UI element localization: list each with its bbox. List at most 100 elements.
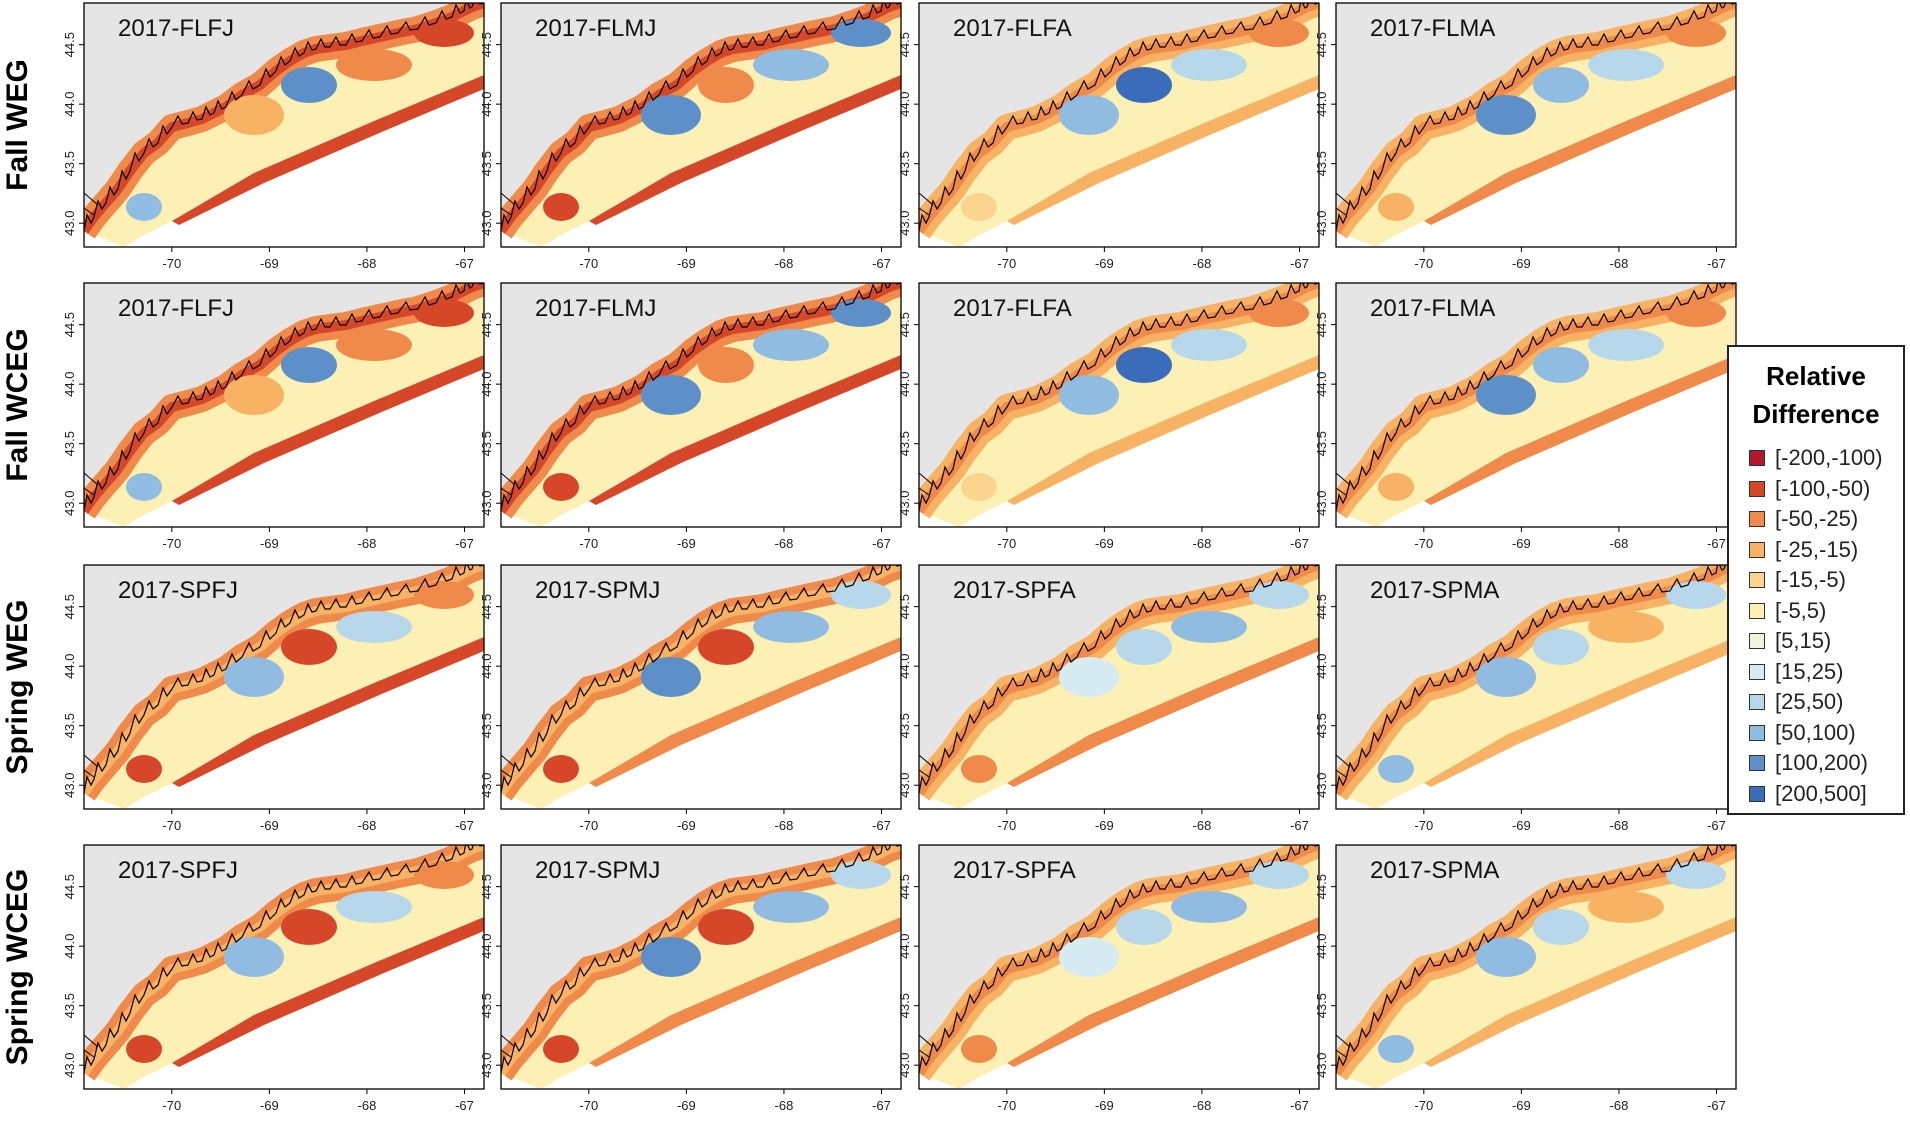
patch-southwest: [1378, 193, 1414, 221]
patch-southwest: [1378, 1035, 1414, 1063]
x-tick-label: -70: [162, 256, 181, 271]
coastline: [1336, 565, 1736, 794]
offshore-edge-band: [1424, 355, 1736, 505]
x-tick-label: -69: [1095, 1098, 1114, 1113]
legend-label: [-100,-50): [1775, 475, 1871, 501]
y-tick-label: 43.5: [1314, 431, 1329, 456]
offshore-edge-band: [1007, 355, 1319, 505]
land-area: [501, 283, 901, 511]
y-tick-label: 44.5: [62, 874, 77, 899]
y-tick-label: 43.5: [479, 993, 494, 1018]
patch-central-bay: [1116, 629, 1172, 665]
land-area: [501, 3, 901, 231]
panel-frame: [500, 2, 902, 248]
patch-southwest: [543, 1035, 579, 1063]
plot-area: [84, 845, 484, 1089]
panel-title: 2017-SPFA: [953, 577, 1076, 604]
panel-frame: [83, 2, 485, 248]
row-label: Fall WCEG: [1, 328, 34, 481]
patch-west-bay: [1476, 937, 1536, 977]
y-tick-label: 44.5: [62, 594, 77, 619]
x-tick-label: -67: [872, 536, 891, 551]
legend-swatch: [1749, 541, 1765, 558]
patch-northeast: [414, 861, 474, 889]
patch-northeast: [1249, 19, 1309, 47]
x-tick-label: -70: [997, 536, 1016, 551]
offshore-edge-band: [1007, 637, 1319, 787]
x-tick-label: -67: [455, 818, 474, 833]
offshore-edge-band: [589, 917, 901, 1067]
legend-title: Relative Difference: [1729, 357, 1903, 433]
x-tick-label: -67: [455, 536, 474, 551]
legend-swatch: [1749, 663, 1765, 680]
patch-west-bay: [224, 657, 284, 697]
coastline-detail: [84, 754, 99, 778]
map-panel: 2017-SPMA -70 -69 -68 -67 43.0 43.5 44.0 44.5: [1314, 844, 1737, 1113]
legend-title-line-2: Difference: [1752, 399, 1880, 429]
coastline: [1336, 3, 1736, 232]
x-tick-label: -67: [1290, 536, 1309, 551]
panel-title: 2017-SPFJ: [118, 857, 238, 884]
patch-northeast: [1666, 861, 1726, 889]
patch-central-bay: [1116, 909, 1172, 945]
patch-east-bay: [753, 891, 829, 923]
legend-item: [200,500]: [1749, 779, 1903, 810]
legend-item: [-5,5): [1749, 596, 1903, 627]
legend-label: [-25,-15): [1775, 536, 1859, 562]
panel-frame: [1335, 2, 1737, 248]
coastline-detail: [84, 192, 99, 216]
y-tick-label: 44.0: [479, 934, 494, 959]
x-tick-label: -70: [1414, 1098, 1433, 1113]
x-tick-label: -67: [1707, 818, 1726, 833]
legend-swatch: [1749, 724, 1765, 741]
land-area: [919, 3, 1319, 231]
patch-west-bay: [641, 657, 701, 697]
patch-east-bay: [1588, 49, 1664, 81]
patch-west-bay: [1476, 375, 1536, 415]
patch-east-bay: [1588, 329, 1664, 361]
coastline-detail: [1336, 472, 1351, 496]
row-labels: Fall WEG Fall WCEG Spring WEG Spring WCEG: [1, 59, 34, 1065]
y-tick-label: 43.0: [1314, 211, 1329, 236]
y-tick-label: 43.5: [1314, 713, 1329, 738]
panel-frame: [918, 844, 1320, 1090]
legend-swatch: [1749, 572, 1765, 589]
land-area: [501, 845, 901, 1073]
y-tick-label: 43.0: [479, 773, 494, 798]
y-tick-label: 44.0: [897, 92, 912, 117]
plot-area: [919, 3, 1319, 247]
x-tick-label: -68: [1610, 818, 1629, 833]
legend-swatch: [1749, 511, 1765, 528]
offshore-edge-band: [172, 637, 484, 787]
patch-northeast: [831, 19, 891, 47]
y-tick-label: 44.0: [1314, 372, 1329, 397]
y-tick-label: 43.0: [62, 773, 77, 798]
y-tick-label: 43.5: [479, 151, 494, 176]
patch-northeast: [414, 299, 474, 327]
y-tick-label: 44.5: [479, 32, 494, 57]
x-tick-label: -69: [1512, 536, 1531, 551]
x-tick-label: -67: [455, 1098, 474, 1113]
map-panel: 2017-SPMJ -70 -69 -68 -67 43.0 43.5 44.0 44.5: [479, 564, 902, 833]
y-tick-label: 44.0: [1314, 934, 1329, 959]
coastline-detail: [501, 192, 516, 216]
panel-frame: [500, 844, 902, 1090]
x-tick-label: -69: [677, 256, 696, 271]
legend: Relative Difference [-200,-100) [-100,-50…: [1727, 345, 1905, 815]
row-label: Spring WCEG: [1, 869, 34, 1066]
map-panel: 2017-SPFA -70 -69 -68 -67 43.0 43.5 44.0 44.5: [897, 844, 1320, 1113]
coastline: [84, 565, 484, 794]
offshore-edge-band: [172, 355, 484, 505]
x-tick-label: -68: [1610, 536, 1629, 551]
x-tick-label: -67: [1707, 536, 1726, 551]
plot-area: [501, 283, 901, 527]
plot-area: [501, 845, 901, 1089]
legend-label: [100,200): [1775, 750, 1868, 776]
patch-west-bay: [1476, 657, 1536, 697]
patch-southwest: [543, 473, 579, 501]
legend-swatch: [1749, 480, 1765, 497]
x-tick-label: -70: [997, 256, 1016, 271]
map-panel: 2017-FLFJ -70 -69 -68 -67 43.0 43.5 44.0 44.5: [62, 2, 485, 271]
x-tick-label: -69: [677, 818, 696, 833]
x-tick-label: -69: [260, 818, 279, 833]
